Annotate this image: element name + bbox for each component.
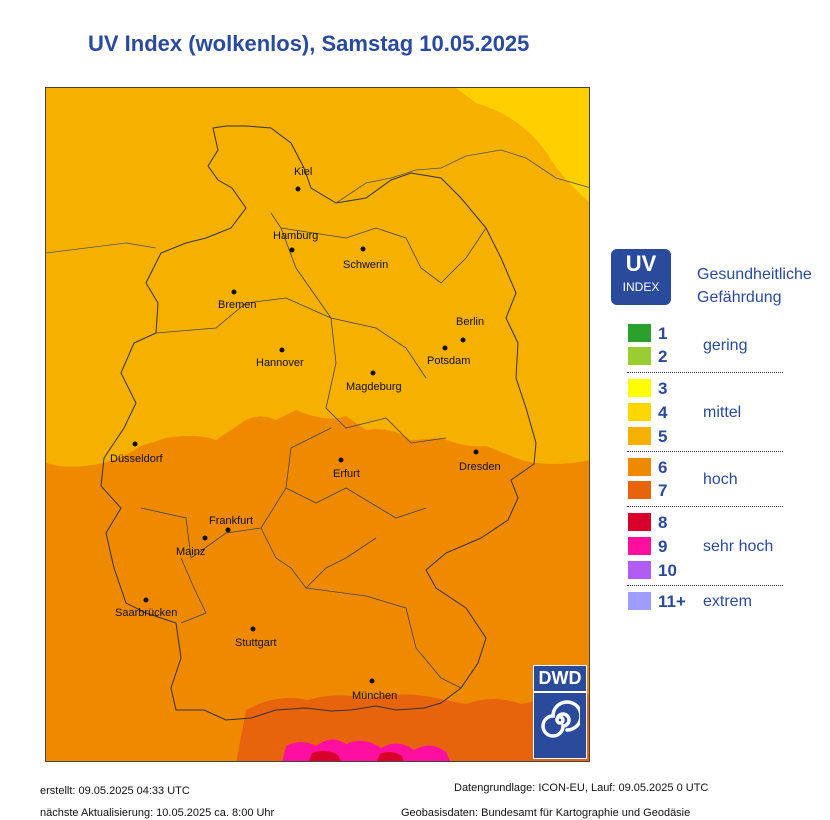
legend-separator: [627, 372, 783, 373]
svg-text:Mainz: Mainz: [176, 546, 205, 558]
svg-text:Bremen: Bremen: [218, 299, 257, 311]
city-dresden: Dresden: [459, 449, 501, 473]
germany-border: [100, 125, 537, 721]
legend-swatch-8: [628, 513, 651, 531]
legend-swatch-6: [628, 458, 651, 476]
legend-level-5: 5: [658, 427, 668, 446]
city-duesseldorf: Düsseldorf: [110, 441, 164, 465]
city-berlin: Berlin: [456, 316, 484, 343]
uv-badge-bottom: INDEX: [622, 280, 660, 294]
city-potsdam: Potsdam: [427, 345, 470, 367]
svg-text:Potsdam: Potsdam: [427, 355, 470, 367]
uv-map: Kiel Hamburg Schwerin Bremen Berlin Pots…: [45, 87, 590, 762]
coastline: [46, 149, 589, 254]
dwd-logo-divider: [534, 691, 586, 693]
city-frankfurt: Frankfurt: [209, 515, 253, 533]
legend-separator: [627, 585, 783, 586]
svg-text:Hannover: Hannover: [256, 357, 304, 369]
zone-uv-4: [456, 88, 589, 202]
legend-swatch-7: [628, 481, 651, 499]
legend-swatch-1: [628, 324, 651, 342]
footer-geo-basis: Geobasisdaten: Bundesamt für Kartographi…: [401, 807, 691, 819]
legend-heading-line1: Gesundheitliche: [697, 266, 812, 283]
zone-uv-6: [46, 410, 589, 761]
legend-category-sehr-hoch: sehr hoch: [703, 538, 774, 555]
legend-level-2: 2: [658, 347, 668, 366]
legend-swatch-4: [628, 403, 651, 421]
svg-text:Berlin: Berlin: [456, 316, 484, 328]
svg-text:Magdeburg: Magdeburg: [346, 381, 402, 393]
legend-category-mittel: mittel: [703, 404, 742, 421]
city-hannover: Hannover: [256, 347, 304, 369]
legend-swatch-10: [628, 561, 651, 579]
city-erfurt: Erfurt: [333, 457, 360, 480]
legend-category-gering: gering: [703, 337, 748, 354]
legend-separator: [627, 451, 783, 452]
dwd-logo: DWD: [533, 665, 587, 759]
legend-level-8: 8: [658, 513, 668, 532]
legend-level-1: 1: [658, 324, 668, 343]
zone-uv-8: [308, 750, 404, 761]
svg-text:Saarbrücken: Saarbrücken: [115, 607, 177, 619]
legend-level-11: 11+: [658, 592, 686, 611]
uv-map-canvas: Kiel Hamburg Schwerin Bremen Berlin Pots…: [46, 88, 589, 761]
city-schwerin: Schwerin: [343, 246, 388, 271]
footer-data-basis: Datengrundlage: ICON-EU, Lauf: 09.05.202…: [454, 782, 709, 794]
legend-level-6: 6: [658, 458, 668, 477]
uv-index-badge: UV INDEX: [611, 249, 671, 305]
city-bremen: Bremen: [218, 289, 257, 311]
legend-category-extrem: extrem: [703, 593, 752, 610]
swirl-icon: [541, 700, 580, 738]
svg-text:Dresden: Dresden: [459, 461, 501, 473]
city-hamburg: Hamburg: [273, 230, 318, 253]
svg-text:Schwerin: Schwerin: [343, 259, 388, 271]
svg-text:Stuttgart: Stuttgart: [235, 637, 277, 649]
state-borders: [140, 212, 487, 689]
city-stuttgart: Stuttgart: [235, 626, 277, 649]
svg-text:Erfurt: Erfurt: [333, 468, 360, 480]
city-magdeburg: Magdeburg: [346, 370, 402, 393]
svg-text:Düsseldorf: Düsseldorf: [110, 453, 164, 465]
legend-swatch-3: [628, 379, 651, 397]
footer-created: erstellt: 09.05.2025 04:33 UTC: [40, 785, 190, 797]
legend-level-4: 4: [658, 403, 668, 422]
svg-text:Kiel: Kiel: [294, 166, 312, 178]
legend-heading: Gesundheitliche Gefährdung: [697, 263, 812, 309]
dwd-logo-text: DWD: [538, 668, 582, 688]
svg-text:Hamburg: Hamburg: [273, 230, 318, 242]
legend-level-9: 9: [658, 537, 668, 556]
legend-separator: [627, 506, 783, 507]
city-muenchen: München: [352, 678, 397, 702]
legend-category-hoch: hoch: [703, 471, 738, 488]
legend-swatch-11: [628, 592, 651, 610]
city-mainz: Mainz: [176, 535, 208, 558]
uv-badge-top: UV: [625, 251, 657, 276]
svg-text:Frankfurt: Frankfurt: [209, 515, 253, 527]
footer-next-update: nächste Aktualisierung: 10.05.2025 ca. 8…: [40, 807, 275, 819]
legend-level-10: 10: [658, 561, 677, 580]
city-kiel: Kiel: [294, 166, 312, 192]
legend-swatch-9: [628, 537, 651, 555]
legend-swatch-5: [628, 427, 651, 445]
legend-level-7: 7: [658, 481, 668, 500]
city-saarbruecken: Saarbrücken: [115, 597, 177, 619]
legend-level-3: 3: [658, 379, 668, 398]
svg-text:München: München: [352, 690, 397, 702]
legend-swatch-2: [628, 347, 651, 365]
legend-heading-line2: Gefährdung: [697, 289, 782, 306]
map-title: UV Index (wolkenlos), Samstag 10.05.2025: [88, 31, 530, 56]
